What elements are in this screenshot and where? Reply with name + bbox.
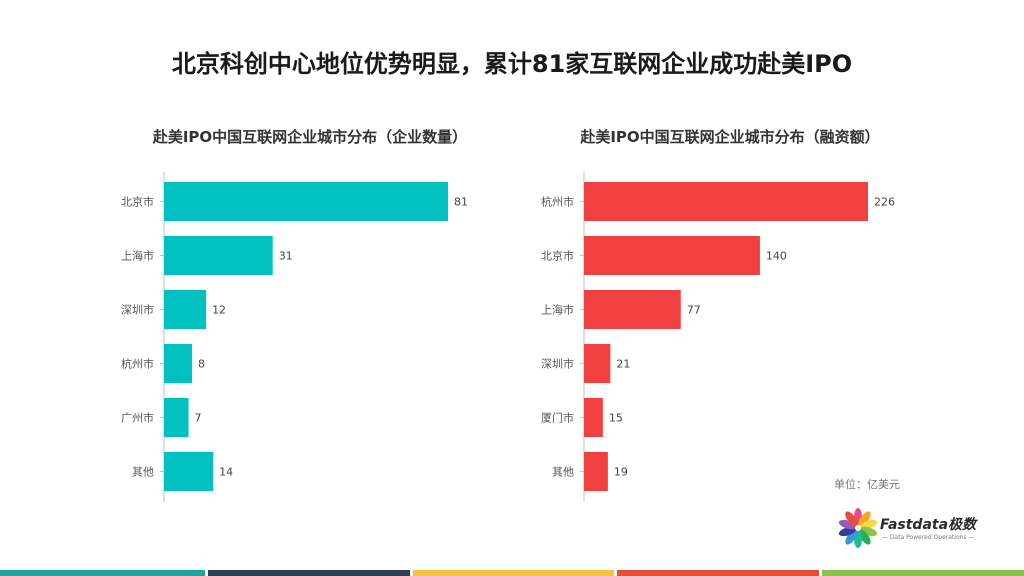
- flower-center: [855, 525, 861, 531]
- bar: [164, 182, 448, 221]
- chart-title: 赴美IPO中国互联网企业城市分布（融资额）: [580, 128, 880, 146]
- footer-stripe-segment: [207, 570, 410, 576]
- value-label: 77: [687, 304, 701, 317]
- unit-note: 单位：亿美元: [834, 478, 900, 491]
- bar: [584, 398, 603, 437]
- footer-stripe-segment: [617, 570, 820, 576]
- category-label: 上海市: [121, 249, 154, 263]
- category-label: 杭州市: [121, 357, 154, 371]
- footer-stripe-segment: [0, 570, 205, 576]
- value-label: 21: [616, 358, 630, 371]
- bar: [584, 182, 868, 221]
- category-label: 厦门市: [541, 411, 574, 425]
- category-label: 北京市: [121, 195, 154, 209]
- petal: [858, 529, 871, 545]
- flower-logo-icon: [838, 508, 878, 548]
- logo-name: Fastdata极数: [880, 517, 977, 533]
- category-label: 杭州市: [541, 195, 574, 209]
- value-label: 15: [609, 412, 623, 425]
- bar: [164, 398, 189, 437]
- company-count-plot: 北京市 81 上海市 31 深圳市 12 杭州市 8 广州市 7 其他 14: [121, 172, 468, 502]
- bar: [584, 452, 608, 491]
- value-label: 19: [614, 466, 628, 479]
- bar: [164, 290, 207, 329]
- value-label: 8: [198, 358, 205, 371]
- bar: [164, 344, 193, 383]
- category-label: 深圳市: [541, 357, 574, 371]
- petal: [858, 511, 871, 527]
- financing-amount-plot: 杭州市 226 北京市 140 上海市 77 深圳市 21 厦门市 15 其他 19: [541, 172, 895, 502]
- bar: [584, 344, 611, 383]
- value-label: 226: [874, 196, 895, 209]
- bar: [584, 236, 760, 275]
- petal: [845, 529, 858, 545]
- bar: [584, 290, 681, 329]
- company-count-chart: 赴美IPO中国互联网企业城市分布（企业数量） 北京市 81 上海市 31 深圳市 12 杭州…: [110, 118, 510, 508]
- category-label: 深圳市: [121, 303, 154, 317]
- financing-amount-chart: 赴美IPO中国互联网企业城市分布（融资额） 杭州市 226 北京市 140 上海市 77 深…: [530, 118, 930, 508]
- chart-title: 赴美IPO中国互联网企业城市分布（企业数量）: [152, 128, 468, 146]
- bar: [164, 452, 214, 491]
- category-label: 北京市: [541, 249, 574, 263]
- fastdata-logo: Fastdata极数 — Data Powered Operations —: [838, 508, 978, 548]
- footer-stripe-segment: [412, 570, 615, 576]
- bar: [164, 236, 273, 275]
- value-label: 81: [454, 196, 468, 209]
- logo-tagline: — Data Powered Operations —: [882, 534, 975, 541]
- value-label: 12: [212, 304, 226, 317]
- value-label: 14: [219, 466, 233, 479]
- footer-stripe-segment: [822, 570, 1024, 576]
- category-label: 其他: [132, 466, 154, 479]
- value-label: 140: [766, 250, 787, 263]
- page-title: 北京科创中心地位优势明显，累计81家互联网企业成功赴美IPO: [171, 50, 853, 78]
- category-label: 广州市: [121, 411, 154, 425]
- petal: [845, 511, 858, 527]
- value-label: 7: [195, 412, 202, 425]
- category-label: 上海市: [541, 303, 574, 317]
- value-label: 31: [279, 250, 293, 263]
- category-label: 其他: [552, 466, 574, 479]
